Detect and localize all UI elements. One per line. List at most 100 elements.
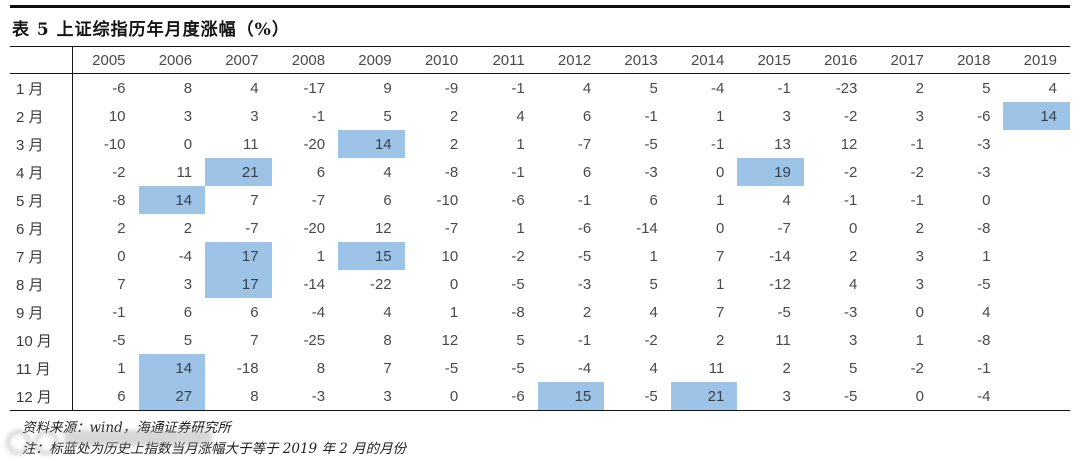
cell-2007-12月: 8 [205, 382, 272, 411]
month-label: 9 月 [10, 298, 73, 326]
month-label: 6 月 [10, 214, 73, 242]
cell-2011-7月: -2 [511, 247, 525, 265]
cell-2008-7月: 1 [316, 247, 326, 265]
cell-2008-11月: 8 [316, 359, 326, 377]
year-col-2012: 2012 [537, 46, 605, 74]
cell-2005-10月: -5 [112, 331, 126, 349]
cell-2014-9月: 7 [715, 303, 725, 321]
cell-2018-9月: 4 [982, 303, 991, 321]
table-row: 4 月 -2 11 21 6 4 -8 -1 6 -3 0 19 -2 -2 -3 [10, 158, 1070, 186]
cell-2012-6月: -6 [577, 219, 592, 237]
cell-2013-11月: 4 [649, 359, 658, 377]
cell-2007-2月: 3 [250, 107, 259, 125]
cell-2019-10月 [1003, 326, 1070, 354]
cell-2007-6月: -7 [245, 219, 259, 237]
month-label: 10 月 [10, 326, 73, 354]
cell-2009-7月: 15 [338, 242, 405, 270]
report-table-page: 表 5 上证综指历年月度涨幅（%） 2005 2006 2007 2008 2009 20… [0, 5, 1080, 460]
cell-2019-2月: 14 [1003, 102, 1070, 130]
corner-cell [10, 46, 73, 74]
cell-2012-1月: 4 [582, 79, 592, 97]
cell-2017-1月: 2 [915, 79, 924, 97]
year-col-2008: 2008 [271, 46, 339, 74]
cell-2012-3月: -7 [577, 135, 592, 153]
cell-2016-8月: 4 [849, 275, 858, 293]
highlight-note: 注：标蓝处为历史上指数当月涨幅大于等于 2019 年 2 月的月份 [22, 441, 407, 457]
year-col-2015: 2015 [737, 46, 804, 74]
cell-2012-7月: -5 [577, 247, 592, 265]
cell-2009-4月: 4 [383, 163, 392, 181]
table-row: 8 月 7 3 17 -14 -22 0 -5 -3 5 1 -12 4 3 -5 [10, 270, 1070, 298]
cell-2006-3月: 0 [183, 135, 193, 153]
cell-2007-11月: -18 [236, 359, 259, 377]
cell-2005-11月: 1 [117, 359, 126, 377]
cell-2007-1月: 4 [250, 79, 259, 97]
cell-2008-9月: -4 [311, 303, 326, 321]
month-label: 11 月 [10, 354, 73, 382]
cell-2009-10月: 8 [383, 331, 392, 349]
cell-2014-6月: 0 [715, 219, 725, 237]
cell-2011-4月: -1 [511, 163, 525, 181]
cell-2006-9月: 6 [183, 303, 193, 321]
year-col-2005: 2005 [72, 46, 139, 74]
month-label: 3 月 [10, 130, 73, 158]
cell-2005-8月: 7 [117, 275, 126, 293]
cell-2016-10月: 3 [849, 331, 858, 349]
year-col-2010: 2010 [404, 46, 472, 74]
cell-2014-12月: 21 [670, 382, 738, 411]
cell-2008-10月: -25 [303, 331, 326, 349]
cell-2018-12月: -4 [936, 382, 1004, 411]
cell-2006-2月: 3 [183, 107, 193, 125]
cell-2015-11月: 2 [782, 359, 791, 377]
cell-2006-12月: 27 [138, 382, 206, 411]
cell-2017-11月: -2 [910, 359, 924, 377]
cell-2016-11月: 5 [849, 359, 858, 377]
cell-2008-1月: -17 [303, 79, 326, 97]
table-row: 7 月 0 -4 17 1 15 10 -2 -5 1 7 -14 2 3 1 [10, 242, 1070, 270]
cell-2008-12月: -3 [271, 382, 339, 411]
table-row: 10 月 -5 5 7 -25 8 12 5 -1 -2 2 11 3 1 -8 [10, 326, 1070, 354]
cell-2008-6月: -20 [303, 219, 326, 237]
cell-2019-8月 [1003, 270, 1070, 298]
cell-2019-11月 [1003, 354, 1070, 382]
cell-2013-10月: -2 [644, 331, 658, 349]
cell-2006-5月: 14 [138, 186, 206, 214]
cell-2015-1月: -1 [777, 79, 791, 97]
year-col-2007: 2007 [205, 46, 272, 74]
table-row: 11 月 1 14 -18 8 7 -5 -5 -4 4 11 2 5 -2 -1 [10, 354, 1070, 382]
table-row: 6 月 2 2 -7 -20 12 -7 1 -6 -14 0 -7 0 2 -8 [10, 214, 1070, 242]
cell-2019-3月 [1003, 130, 1070, 158]
cell-2017-2月: 3 [915, 107, 924, 125]
cell-2010-11月: -5 [444, 359, 459, 377]
table-row: 9 月 -1 6 6 -4 4 1 -8 2 4 7 -5 -3 0 4 [10, 298, 1070, 326]
cell-2018-11月: -1 [977, 359, 991, 377]
cell-2010-1月: -9 [444, 79, 459, 97]
cell-2014-3月: -1 [710, 135, 725, 153]
cell-2011-9月: -8 [511, 303, 525, 321]
cell-2015-10月: 11 [775, 331, 791, 349]
cell-2005-7月: 0 [117, 247, 126, 265]
top-rule [10, 5, 1070, 8]
cell-2012-2月: 6 [582, 107, 592, 125]
year-col-2016: 2016 [803, 46, 871, 74]
cell-2018-8月: -5 [977, 275, 991, 293]
cell-2005-3月: -10 [103, 135, 126, 153]
cell-2016-5月: -1 [844, 191, 858, 209]
cell-2005-9月: -1 [112, 303, 126, 321]
cell-2011-12月: -6 [471, 382, 538, 411]
year-col-2006: 2006 [138, 46, 206, 74]
cell-2005-1月: -6 [112, 79, 126, 97]
cell-2014-10月: 2 [715, 331, 725, 349]
cell-2010-2月: 2 [449, 107, 459, 125]
month-label: 5 月 [10, 186, 73, 214]
cell-2019-4月 [1003, 158, 1070, 186]
cell-2013-3月: -5 [644, 135, 658, 153]
month-label: 1 月 [10, 73, 73, 102]
cell-2010-5月: -10 [436, 191, 459, 209]
cell-2017-8月: 3 [915, 275, 924, 293]
cell-2016-2月: -2 [844, 107, 858, 125]
cell-2006-7月: -4 [178, 247, 193, 265]
cell-2010-6月: -7 [444, 219, 459, 237]
cell-2013-9月: 4 [649, 303, 658, 321]
cell-2014-1月: -4 [710, 79, 725, 97]
